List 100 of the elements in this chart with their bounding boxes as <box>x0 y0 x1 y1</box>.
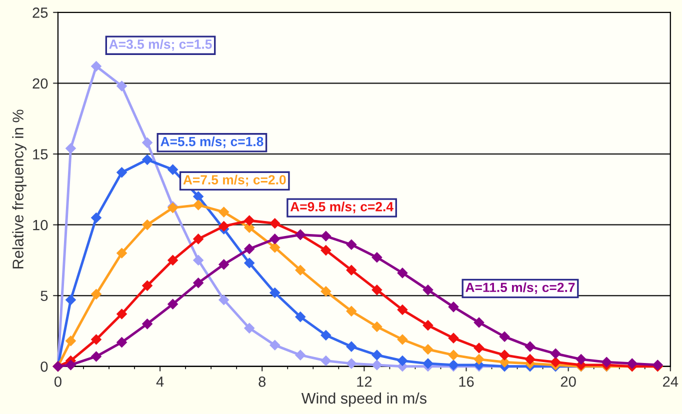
point <box>346 341 357 352</box>
y-tick-label: 0 <box>40 361 48 372</box>
y-axis-title: Relative frequency in % <box>12 110 26 268</box>
x-tick-label: 12 <box>357 376 372 387</box>
point <box>448 332 459 344</box>
point <box>66 143 76 154</box>
point <box>320 356 332 366</box>
point <box>295 264 306 276</box>
point <box>218 259 229 270</box>
point <box>550 357 561 368</box>
point <box>91 334 102 345</box>
point <box>142 318 152 330</box>
point <box>270 242 280 253</box>
point <box>422 344 434 355</box>
x-tick-label: 4 <box>156 376 164 387</box>
point <box>320 330 332 340</box>
point <box>320 245 332 256</box>
y-tick-label: 25 <box>32 8 48 18</box>
point <box>168 255 178 266</box>
point <box>116 308 127 320</box>
point <box>346 264 357 276</box>
point <box>244 323 254 334</box>
point <box>422 358 434 369</box>
point <box>474 342 484 354</box>
point <box>116 248 127 258</box>
point <box>66 360 76 370</box>
point <box>270 288 280 298</box>
point <box>524 341 536 352</box>
y-tick-label: 20 <box>32 78 48 89</box>
point <box>346 358 357 369</box>
point <box>448 350 459 360</box>
point <box>422 284 434 296</box>
point <box>397 268 408 278</box>
point <box>244 244 254 254</box>
point <box>372 350 382 360</box>
point <box>116 167 127 178</box>
point <box>576 354 586 364</box>
point <box>397 356 408 366</box>
x-tick-label: 0 <box>54 376 62 387</box>
point <box>142 280 152 291</box>
point <box>218 206 229 218</box>
point <box>372 322 382 332</box>
y-tick-label: 15 <box>33 149 48 160</box>
point <box>346 240 357 250</box>
point <box>372 252 382 262</box>
point <box>91 212 102 223</box>
point <box>320 286 332 296</box>
point <box>422 320 434 330</box>
point <box>295 312 306 322</box>
point <box>270 218 280 228</box>
point <box>193 255 204 266</box>
point <box>142 154 152 165</box>
point <box>142 220 152 230</box>
y-tick-label: 5 <box>40 290 48 302</box>
point <box>91 351 102 362</box>
point <box>244 215 254 226</box>
point <box>524 354 536 364</box>
point <box>550 348 561 359</box>
point <box>474 354 484 364</box>
point <box>372 284 382 296</box>
point <box>397 304 408 315</box>
point <box>91 289 102 300</box>
point <box>627 358 638 369</box>
point <box>91 61 102 72</box>
point <box>499 357 510 368</box>
point <box>601 357 612 368</box>
series-label: A=5.5 m/s; c=1.8 <box>160 136 264 148</box>
point <box>320 231 332 242</box>
point <box>193 200 204 210</box>
series-label: A=11.5 m/s; c=2.7 <box>466 282 575 294</box>
x-tick-label: 20 <box>560 376 576 387</box>
point <box>244 258 254 268</box>
series-label: A=7.5 m/s; c=2.0 <box>183 174 286 186</box>
point <box>218 294 229 305</box>
point <box>66 294 76 305</box>
point <box>372 360 382 370</box>
point <box>499 350 510 360</box>
point <box>193 278 204 288</box>
point <box>116 80 127 92</box>
x-tick-label: 16 <box>459 376 474 387</box>
point <box>168 164 178 175</box>
point <box>142 138 152 148</box>
point <box>193 191 204 202</box>
point <box>346 306 357 316</box>
series-label: A=3.5 m/s; c=1.5 <box>109 39 212 51</box>
point <box>218 221 229 232</box>
series-label: A=9.5 m/s; c=2.4 <box>290 202 394 214</box>
x-tick-label: 8 <box>258 376 266 387</box>
point <box>270 234 280 244</box>
y-tick-label: 10 <box>33 220 48 230</box>
point <box>168 298 178 310</box>
point <box>116 337 127 348</box>
point <box>66 336 76 346</box>
x-tick-label: 24 <box>663 376 678 387</box>
point <box>499 332 510 342</box>
point <box>448 302 459 312</box>
point <box>295 350 306 360</box>
point <box>474 317 484 328</box>
point <box>397 334 408 345</box>
point <box>193 234 204 244</box>
